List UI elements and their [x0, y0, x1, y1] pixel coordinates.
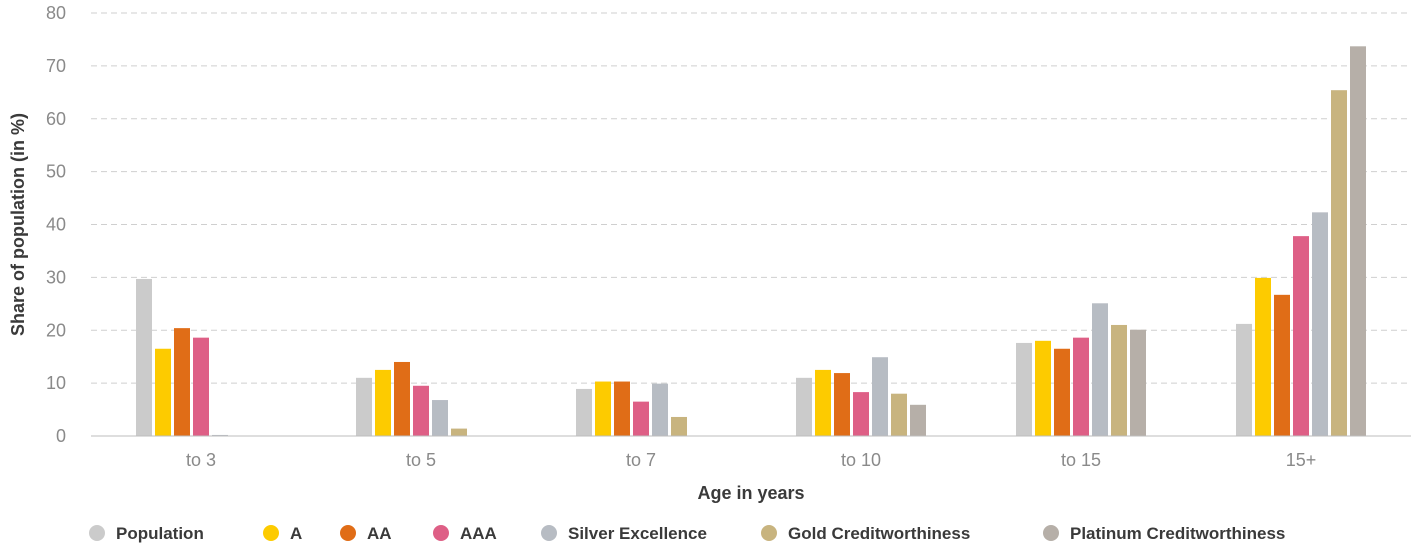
x-axis-title: Age in years [697, 483, 804, 503]
y-tick-label: 40 [46, 215, 66, 235]
y-axis-ticks: 0 10 20 30 40 50 60 70 80 [46, 3, 66, 446]
legend-label-5: Gold Creditworthiness [788, 524, 970, 543]
y-tick-label: 30 [46, 267, 66, 287]
bar-4-6 [1130, 329, 1146, 436]
x-tick-label: to 5 [406, 450, 436, 470]
bar-3-3 [853, 392, 869, 436]
legend-label-0: Population [116, 524, 204, 543]
bar-3-5 [891, 393, 907, 436]
bar-4-2 [1054, 348, 1070, 436]
x-tick-label: to 3 [186, 450, 216, 470]
legend: Population A AA AAA Silver Excellence Gold Cr… [89, 524, 1285, 543]
bar-4-3 [1073, 337, 1089, 436]
bar-3-4 [872, 357, 888, 436]
bar-5-0 [1236, 323, 1252, 436]
bar-4-5 [1111, 324, 1127, 436]
legend-label-6: Platinum Creditworthiness [1070, 524, 1285, 543]
legend-swatch-2 [340, 525, 356, 541]
y-tick-label: 70 [46, 56, 66, 76]
y-tick-label: 50 [46, 162, 66, 182]
bar-3-0 [796, 377, 812, 436]
bar-5-1 [1255, 277, 1271, 436]
bar-2-5 [671, 416, 687, 436]
bar-2-1 [595, 381, 611, 436]
legend-swatch-5 [761, 525, 777, 541]
bar-4-4 [1092, 303, 1108, 436]
bar-0-4 [212, 434, 228, 436]
x-axis-ticks: to 3 to 5 to 7 to 10 to 15 15+ [186, 450, 1316, 470]
bar-4-0 [1016, 342, 1032, 436]
bar-0-0 [136, 278, 152, 436]
bar-4-1 [1035, 340, 1051, 436]
y-tick-label: 80 [46, 3, 66, 23]
legend-label-4: Silver Excellence [568, 524, 707, 543]
bar-3-1 [815, 369, 831, 436]
legend-swatch-3 [433, 525, 449, 541]
legend-swatch-0 [89, 525, 105, 541]
bar-0-1 [155, 348, 171, 436]
bar-3-6 [910, 404, 926, 436]
bar-2-4 [652, 383, 668, 436]
bar-1-5 [451, 428, 467, 436]
bar-0-3 [193, 337, 209, 436]
y-axis-title: Share of population (in %) [8, 113, 28, 336]
y-tick-label: 20 [46, 320, 66, 340]
bar-0-2 [174, 328, 190, 436]
legend-swatch-6 [1043, 525, 1059, 541]
bar-5-4 [1312, 212, 1328, 436]
x-tick-label: to 10 [841, 450, 881, 470]
bar-3-2 [834, 373, 850, 436]
legend-swatch-1 [263, 525, 279, 541]
bar-1-3 [413, 385, 429, 436]
bar-1-0 [356, 377, 372, 436]
legend-label-3: AAA [460, 524, 497, 543]
bar-5-2 [1274, 294, 1290, 436]
legend-label-2: AA [367, 524, 392, 543]
x-tick-label: to 15 [1061, 450, 1101, 470]
bar-2-2 [614, 381, 630, 436]
y-tick-label: 0 [56, 426, 66, 446]
y-tick-label: 10 [46, 373, 66, 393]
x-tick-label: to 7 [626, 450, 656, 470]
bar-1-4 [432, 400, 448, 436]
bar-1-2 [394, 361, 410, 436]
y-tick-label: 60 [46, 109, 66, 129]
bar-5-6 [1350, 46, 1366, 436]
grid-lines [91, 12, 1411, 384]
bar-1-1 [375, 369, 391, 436]
bar-5-5 [1331, 90, 1347, 436]
legend-label-1: A [290, 524, 302, 543]
bar-5-3 [1293, 236, 1309, 436]
legend-swatch-4 [541, 525, 557, 541]
x-tick-label: 15+ [1286, 450, 1317, 470]
bar-2-3 [633, 401, 649, 436]
bar-2-0 [576, 388, 592, 436]
bars [136, 46, 1366, 436]
